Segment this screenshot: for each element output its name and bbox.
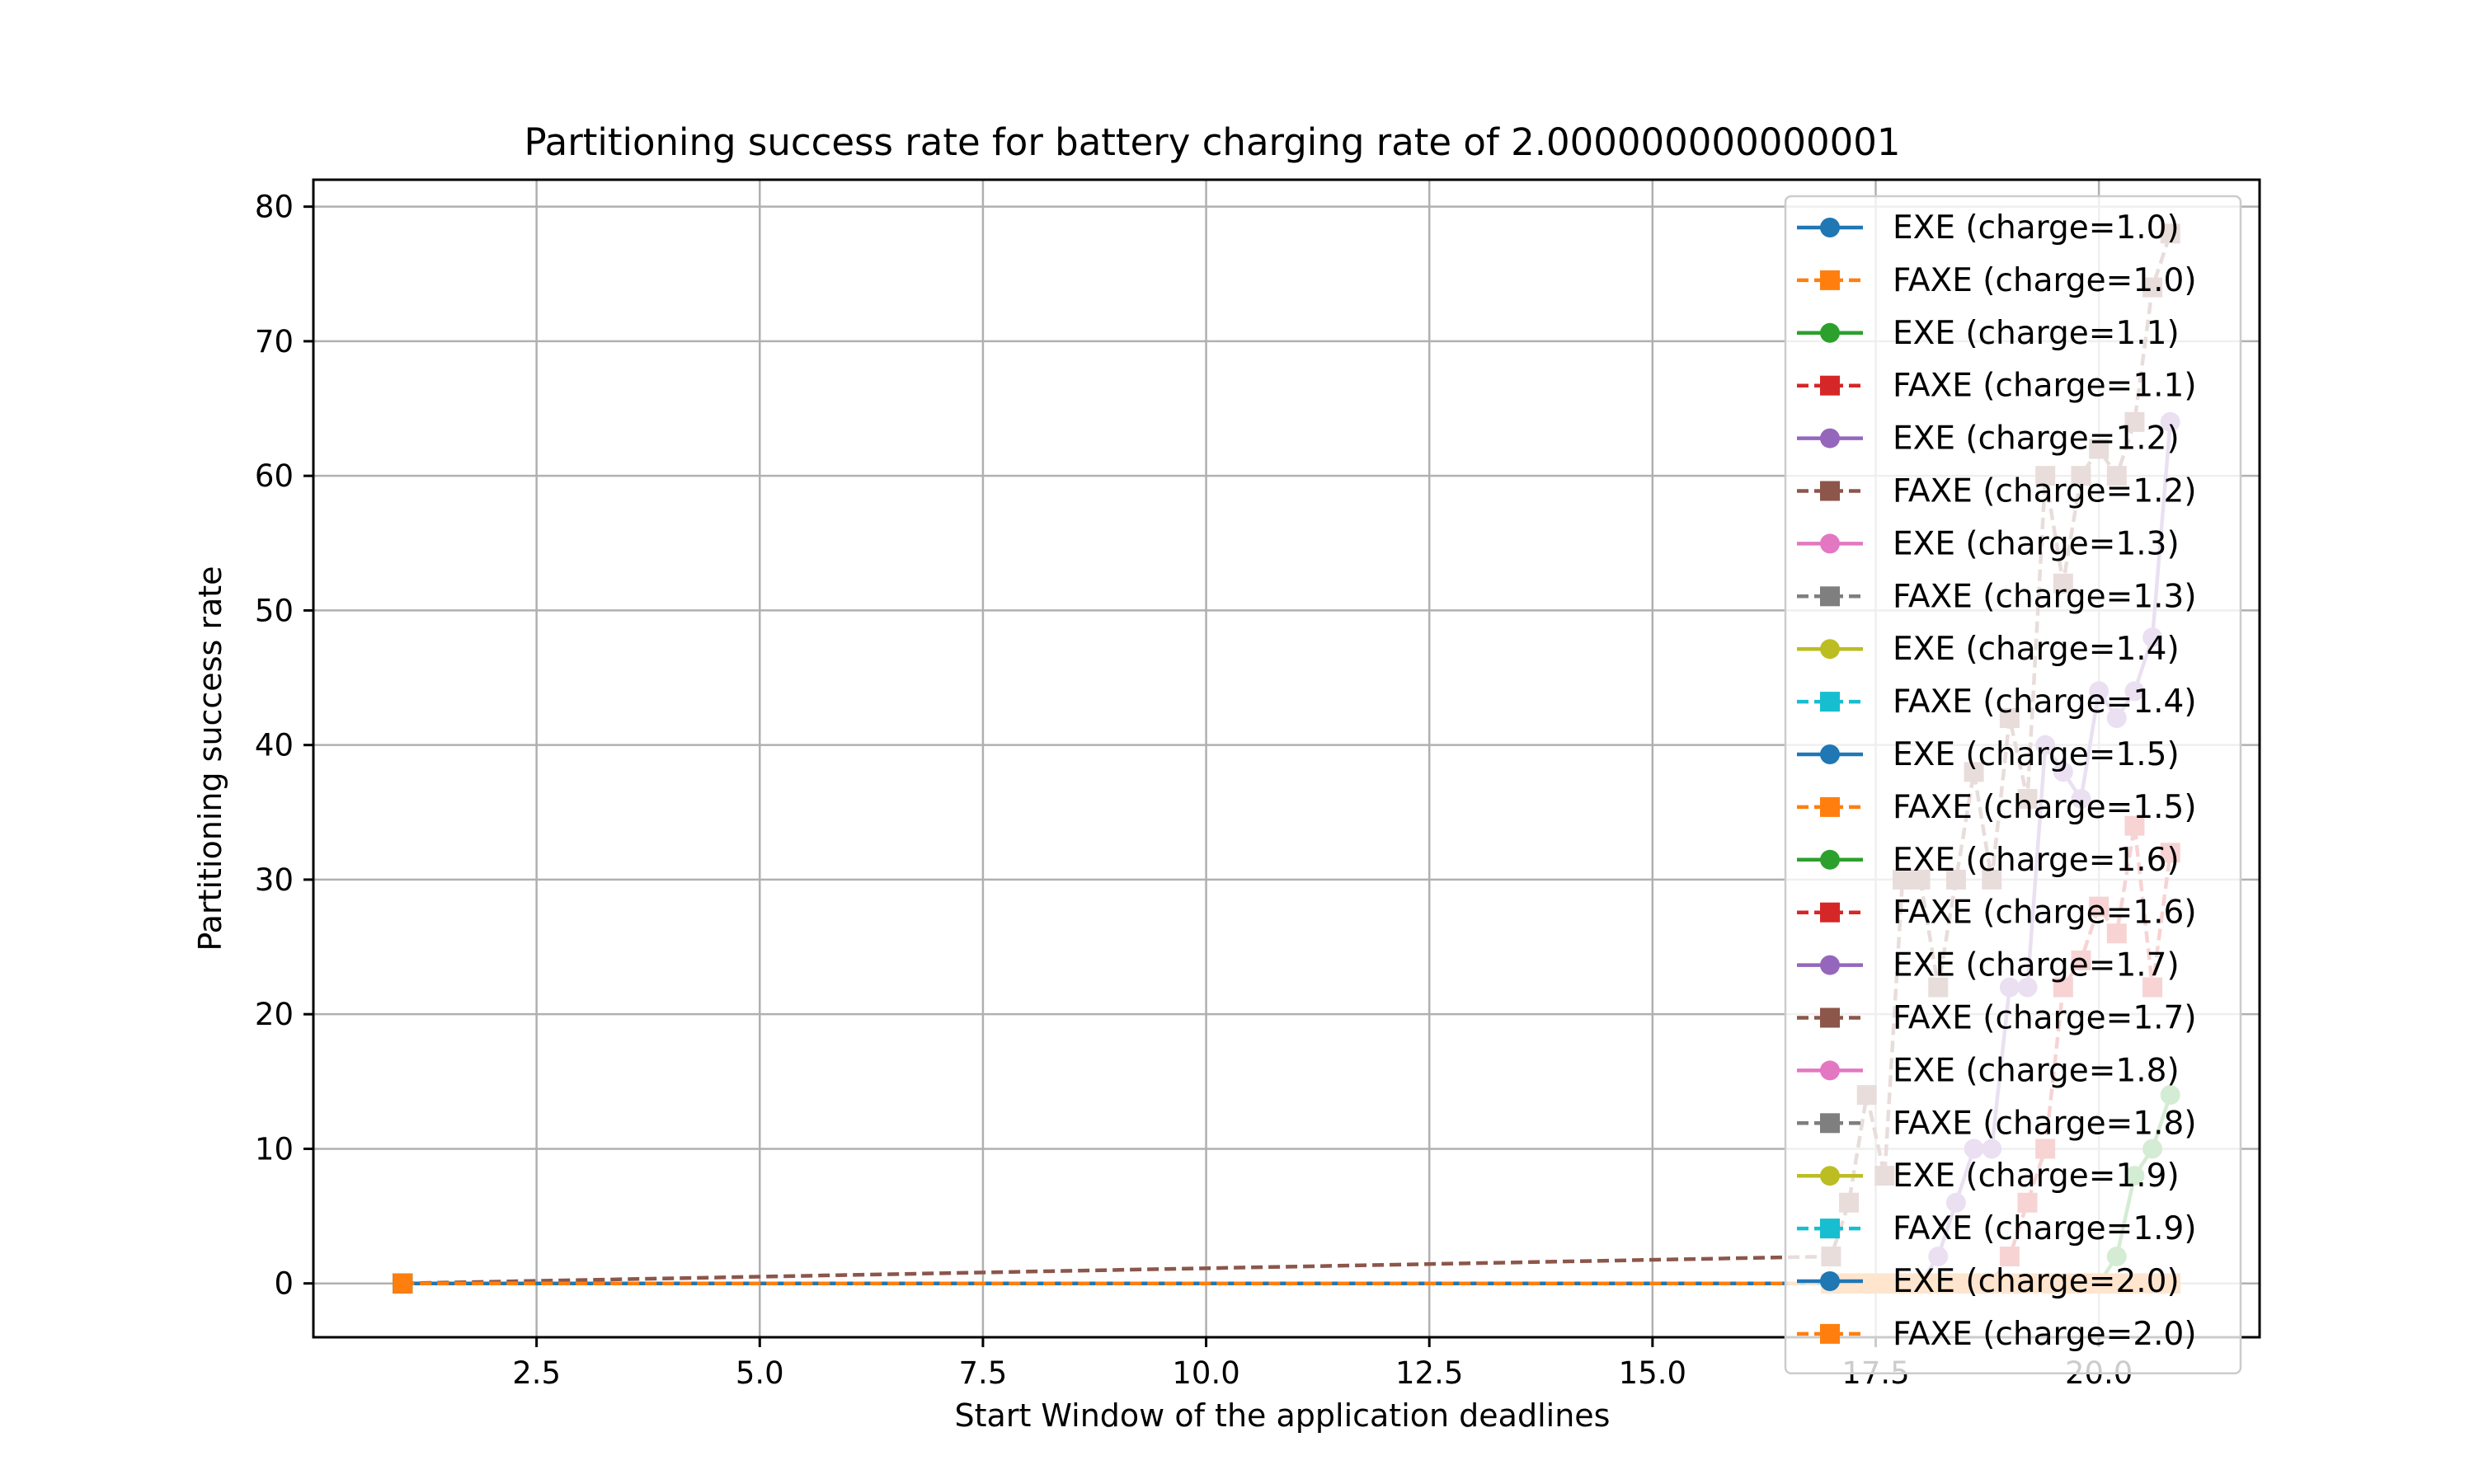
x-axis-label: Start Window of the application deadline… — [955, 1397, 1611, 1434]
legend-item: EXE (charge=1.9) — [1797, 1158, 2180, 1195]
legend-label: FAXE (charge=1.1) — [1893, 368, 2197, 405]
legend-marker — [1820, 375, 1840, 396]
legend-item: FAXE (charge=2.0) — [1797, 1316, 2197, 1353]
x-tick-label: 7.5 — [959, 1355, 1008, 1391]
legend-label: EXE (charge=1.3) — [1893, 525, 2180, 562]
y-axis: 0 10 20 30 40 50 60 70 80 — [255, 190, 313, 1302]
legend-marker — [1820, 1323, 1840, 1344]
legend-item: EXE (charge=1.2) — [1797, 420, 2180, 458]
legend-label: FAXE (charge=1.2) — [1893, 473, 2197, 510]
legend-item: FAXE (charge=1.7) — [1797, 1000, 2197, 1037]
legend-label: EXE (charge=1.4) — [1893, 631, 2180, 668]
legend-label: EXE (charge=1.9) — [1893, 1158, 2180, 1195]
legend-item: FAXE (charge=1.2) — [1797, 473, 2197, 510]
legend-label: EXE (charge=1.6) — [1893, 842, 2180, 879]
legend-item: FAXE (charge=1.9) — [1797, 1210, 2197, 1247]
legend-item: EXE (charge=1.4) — [1797, 631, 2180, 668]
y-tick-label: 30 — [255, 862, 294, 898]
x-tick-label: 15.0 — [1619, 1355, 1686, 1391]
legend-item: FAXE (charge=1.5) — [1797, 789, 2197, 826]
legend-label: FAXE (charge=1.0) — [1893, 262, 2197, 299]
legend-marker — [1820, 322, 1840, 343]
legend-label: EXE (charge=1.2) — [1893, 420, 2180, 458]
legend-label: FAXE (charge=1.4) — [1893, 683, 2197, 721]
legend-item: EXE (charge=1.8) — [1797, 1052, 2180, 1089]
legend-item: FAXE (charge=1.0) — [1797, 262, 2197, 299]
legend-item: EXE (charge=2.0) — [1797, 1263, 2180, 1300]
legend-item: FAXE (charge=1.1) — [1797, 368, 2197, 405]
legend-label: EXE (charge=1.8) — [1893, 1052, 2180, 1089]
legend-item: EXE (charge=1.5) — [1797, 736, 2180, 773]
legend-label: FAXE (charge=1.7) — [1893, 1000, 2197, 1037]
legend-label: EXE (charge=1.7) — [1893, 947, 2180, 984]
legend-marker — [1820, 218, 1840, 237]
data-point — [393, 1273, 413, 1294]
legend-marker — [1820, 586, 1840, 607]
x-tick-label: 5.0 — [736, 1355, 784, 1391]
legend-marker — [1820, 270, 1840, 290]
legend-item: EXE (charge=1.6) — [1797, 842, 2180, 879]
legend-item: FAXE (charge=1.3) — [1797, 578, 2197, 615]
legend-item: FAXE (charge=1.4) — [1797, 683, 2197, 721]
y-axis-label: Partitioning success rate — [192, 566, 228, 951]
legend-marker — [1820, 955, 1840, 975]
legend-label: EXE (charge=2.0) — [1893, 1263, 2180, 1300]
legend-label: EXE (charge=1.1) — [1893, 315, 2180, 352]
legend-item: EXE (charge=1.7) — [1797, 947, 2180, 984]
y-tick-label: 10 — [255, 1131, 294, 1167]
y-tick-label: 20 — [255, 997, 294, 1032]
legend-item: EXE (charge=1.0) — [1797, 209, 2180, 247]
legend-label: FAXE (charge=1.3) — [1893, 578, 2197, 615]
legend-marker — [1820, 692, 1840, 712]
legend-marker — [1820, 1060, 1840, 1081]
y-tick-label: 70 — [255, 324, 294, 359]
legend-item: EXE (charge=1.3) — [1797, 525, 2180, 562]
y-tick-label: 0 — [274, 1266, 294, 1302]
legend-marker — [1820, 1271, 1840, 1291]
legend-marker — [1820, 481, 1840, 501]
legend-marker — [1820, 902, 1840, 923]
legend-item: FAXE (charge=1.8) — [1797, 1105, 2197, 1142]
legend-label: EXE (charge=1.5) — [1893, 736, 2180, 773]
y-tick-label: 80 — [255, 190, 294, 225]
legend-item: FAXE (charge=1.6) — [1797, 895, 2197, 932]
legend-label: EXE (charge=1.0) — [1893, 209, 2180, 247]
x-tick-label: 2.5 — [512, 1355, 561, 1391]
legend-marker — [1820, 1113, 1840, 1134]
legend-label: FAXE (charge=2.0) — [1893, 1316, 2197, 1353]
legend-label: FAXE (charge=1.8) — [1893, 1105, 2197, 1142]
legend-label: FAXE (charge=1.9) — [1893, 1210, 2197, 1247]
legend-marker — [1820, 428, 1840, 448]
chart-title: Partitioning success rate for battery ch… — [524, 120, 1901, 164]
legend: EXE (charge=1.0) FAXE (charge=1.0) EXE (ch… — [1784, 195, 2242, 1375]
axes-frame — [312, 178, 2261, 1339]
legend-label: FAXE (charge=1.6) — [1893, 895, 2197, 932]
legend-marker — [1820, 796, 1840, 817]
legend-item: EXE (charge=1.1) — [1797, 315, 2180, 352]
legend-marker — [1820, 533, 1840, 554]
y-tick-label: 50 — [255, 593, 294, 628]
legend-label: FAXE (charge=1.5) — [1893, 789, 2197, 826]
legend-marker — [1820, 849, 1840, 870]
x-tick-label: 10.0 — [1172, 1355, 1239, 1391]
legend-marker — [1820, 744, 1840, 764]
legend-box — [1784, 195, 2242, 1375]
y-tick-label: 40 — [255, 728, 294, 763]
x-tick-label: 12.5 — [1395, 1355, 1463, 1391]
legend-marker — [1820, 1166, 1840, 1186]
y-tick-label: 60 — [255, 458, 294, 494]
legend-marker — [1820, 1219, 1840, 1239]
legend-marker — [1820, 639, 1840, 660]
legend-marker — [1820, 1007, 1840, 1028]
